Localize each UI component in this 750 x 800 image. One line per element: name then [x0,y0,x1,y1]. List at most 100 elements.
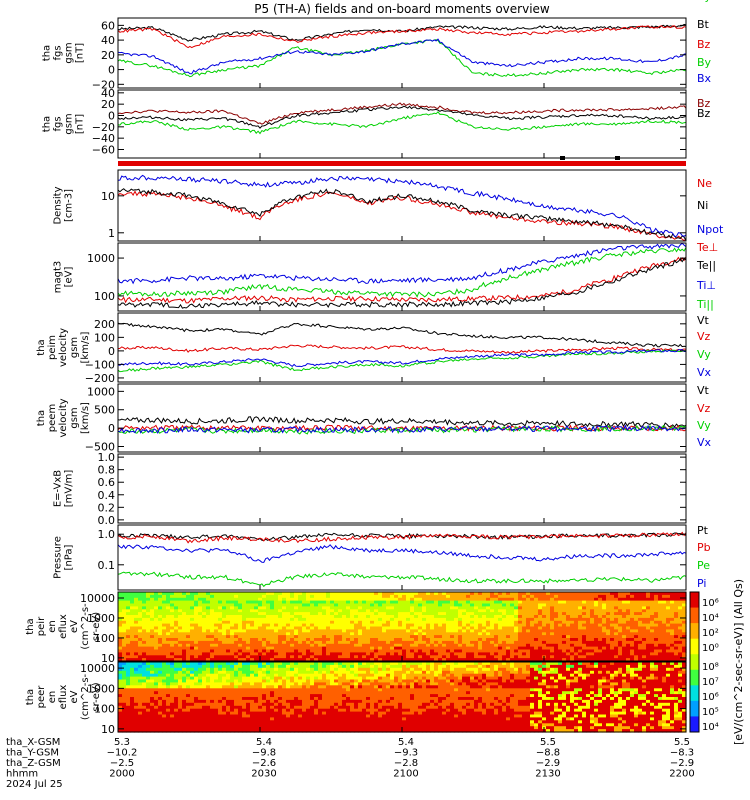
spectrogram-cell [246,664,251,669]
spectrogram-cell [258,699,263,704]
spectrogram-cell [134,609,139,613]
spectrogram-cell [318,629,323,633]
spectrogram-cell [374,603,379,607]
spectrogram-cell [486,632,491,636]
spectrogram-cell [678,629,683,633]
spectrogram-cell [270,603,275,607]
spectrogram-cell [294,629,299,633]
spectrogram-cell [602,597,607,602]
spectrogram-cell [394,612,399,616]
spectrogram-cell [150,664,155,669]
spectrogram-cell [230,664,235,669]
spectrogram-cell [606,649,611,653]
spectrogram-cell [414,640,419,645]
spectrogram-cell [478,655,483,659]
spectrogram-cell [630,606,635,610]
spectrogram-cell [322,679,327,683]
spectrogram-cell [474,640,479,645]
spectrogram-cell [318,714,323,718]
spectrogram-cell [246,658,251,662]
spectrogram-cell [670,655,675,659]
spectrogram-cell [482,649,487,653]
spectrogram-cell [310,670,315,675]
spectrogram-cell [538,620,543,625]
spectrogram-cell [354,612,359,616]
spectrogram-cell [286,600,291,605]
spectrogram-cell [306,623,311,628]
spectrogram-cell [162,691,167,695]
spectrogram-cell [682,635,687,639]
spectrogram-cell [294,726,299,730]
spectrogram-cell [278,682,283,686]
legend-te: Te|| [696,259,716,272]
spectrogram-cell [470,655,475,659]
spectrogram-cell [526,612,531,616]
spectrogram-cell [306,635,311,639]
spectrogram-cell [118,702,123,707]
spectrogram-cell [238,649,243,653]
spectrogram-cell [534,603,539,607]
spectrogram-cell [254,664,259,669]
spectrogram-cell [642,635,647,639]
spectrogram-cell [146,655,151,659]
spectrogram-cell [362,638,367,642]
spectrogram-cell [134,594,139,599]
spectrogram-cell [566,652,571,656]
spectrogram-cell [546,638,551,642]
spectrogram-cell [454,655,459,659]
spectrogram-cell [406,623,411,628]
spectrogram-cell [202,632,207,636]
spectrogram-cell [138,711,143,716]
spectrogram-cell [258,711,263,716]
spectrogram-cell [350,620,355,625]
spectrogram-cell [118,635,123,639]
spectrogram-cell [306,662,311,666]
spectrogram-cell [630,592,635,596]
spectrogram-cell [138,606,143,610]
spectrogram-cell [310,726,315,730]
spectrogram-cell [318,691,323,695]
spectrogram-cell [166,606,171,610]
spectrogram-cell [210,635,215,639]
spectrogram-cell [246,708,251,713]
spectrogram-cell [598,606,603,610]
spectrogram-cell [370,623,375,628]
spectrogram-cell [426,635,431,639]
spectrogram-cell [290,603,295,607]
spectrogram-cell [210,691,215,695]
spectrogram-cell [410,635,415,639]
spectrogram-cell [302,691,307,695]
spectrogram-cell [126,620,131,625]
spectrogram-cell [430,652,435,656]
spectrogram-cell [346,597,351,602]
y-axis-label: sr-eV) [91,612,102,641]
spectrogram-cell [166,720,171,724]
spectrogram-cell [162,597,167,602]
spectrogram-cell [154,594,159,599]
spectrogram-cell [318,697,323,701]
spectrogram-cell [206,646,211,651]
spectrogram-cell [610,597,615,602]
spectrogram-cell [266,691,271,695]
spectrogram-cell [142,708,147,713]
spectrogram-cell [334,615,339,619]
spectrogram-cell [302,729,307,733]
spectrogram-cell [310,697,315,701]
spectrogram-cell [238,626,243,630]
spectrogram-cell [234,658,239,662]
spectrogram-cell [682,594,687,599]
spectrogram-cell [514,620,519,625]
spectrogram-cell [294,655,299,659]
spectrogram-cell [154,640,159,645]
spectrogram-cell [138,726,143,730]
spectrogram-cell [334,600,339,605]
spectrogram-cell [678,640,683,645]
spectrogram-cell [146,697,151,701]
spectrogram-cell [642,615,647,619]
spectrogram-cell [338,626,343,630]
spectrogram-cell [586,609,591,613]
y-tick-label: 20 [101,98,115,111]
spectrogram-cell [158,643,163,648]
spectrogram-cell [678,617,683,622]
spectrogram-cell [634,612,639,616]
